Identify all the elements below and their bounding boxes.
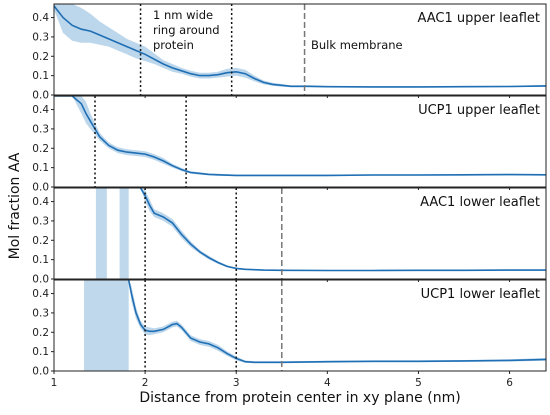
- panel-plot-area: [54, 4, 546, 95]
- panel-frame: [53, 279, 547, 372]
- mean-line: [127, 280, 546, 364]
- artifact-band-1: [84, 280, 129, 371]
- ring-label-line-1: 1 nm wide: [153, 8, 213, 22]
- y-tick-label: 0.3: [32, 123, 49, 135]
- y-tick-label: 0.0: [32, 90, 49, 102]
- panel-plot-area: [84, 280, 546, 371]
- y-tick-label: 0.0: [32, 182, 49, 194]
- x-axis-label: Distance from protein center in xy plane…: [139, 390, 460, 406]
- y-tick-label: 0.1: [32, 70, 49, 82]
- y-tick-label: 0.3: [32, 215, 49, 227]
- x-tick-label: 1: [51, 377, 58, 389]
- artifact-band-2: [119, 188, 129, 279]
- panel-1: 0.0 0.1 0.2 0.3 0.4 AAC1 upper leaflet: [32, 3, 547, 102]
- ring-annotation: 1 nm wide ring around protein: [153, 8, 220, 52]
- ring-label-line-2: ring around: [153, 23, 220, 37]
- x-tick-label: 5: [415, 377, 422, 389]
- artifact-band-1: [95, 188, 107, 279]
- panel-frame: [53, 187, 547, 280]
- mean-line: [139, 188, 546, 272]
- mean-line: [54, 96, 546, 177]
- y-tick-label: 0.1: [32, 346, 49, 358]
- y-tick-label: 0.4: [32, 196, 49, 208]
- panel-title: UCP1 lower leaflet: [421, 287, 540, 302]
- y-axis-label: Mol fraction AA: [7, 152, 23, 259]
- confidence-band: [54, 4, 546, 88]
- panel-title: AAC1 lower leaflet: [420, 195, 540, 210]
- y-tick-label: 0.2: [32, 143, 49, 155]
- panel-frame: [53, 95, 547, 188]
- panel-4: 0.0 0.1 0.2 0.3 0.4 UCP1 lower leaflet: [32, 279, 547, 378]
- panel-2: 0.0 0.1 0.2 0.3 0.4 UCP1 upper leaflet: [32, 95, 547, 194]
- y-tick-label: 0.3: [32, 307, 49, 319]
- x-tick-label: 2: [142, 377, 149, 389]
- panel-title: AAC1 upper leaflet: [418, 11, 540, 26]
- y-tick-label: 0.1: [32, 254, 49, 266]
- x-tick-label: 3: [233, 377, 240, 389]
- y-tick-label: 0.4: [32, 104, 49, 116]
- y-tick-label: 0.0: [32, 274, 49, 286]
- panel-3: 0.0 0.1 0.2 0.3 0.4 AAC1 lower leaflet: [32, 187, 547, 286]
- y-tick-label: 0.4: [32, 288, 49, 300]
- y-tick-label: 0.2: [32, 327, 49, 339]
- panel-plot-area: [95, 188, 546, 279]
- y-tick-label: 0.1: [32, 162, 49, 174]
- x-tick-label: 4: [324, 377, 331, 389]
- panel-title: UCP1 upper leaflet: [418, 103, 540, 118]
- ring-label-line-3: protein: [153, 38, 194, 52]
- y-tick-label: 0.2: [32, 51, 49, 63]
- y-tick-label: 0.3: [32, 31, 49, 43]
- y-tick-label: 0.0: [32, 366, 49, 378]
- panel-frame: [53, 3, 547, 96]
- mean-line: [54, 5, 546, 88]
- bulk-membrane-label: Bulk membrane: [311, 38, 403, 52]
- y-tick-label: 0.4: [32, 12, 49, 24]
- x-tick-label: 6: [506, 377, 513, 389]
- y-tick-label: 0.2: [32, 235, 49, 247]
- panel-plot-area: [54, 96, 546, 187]
